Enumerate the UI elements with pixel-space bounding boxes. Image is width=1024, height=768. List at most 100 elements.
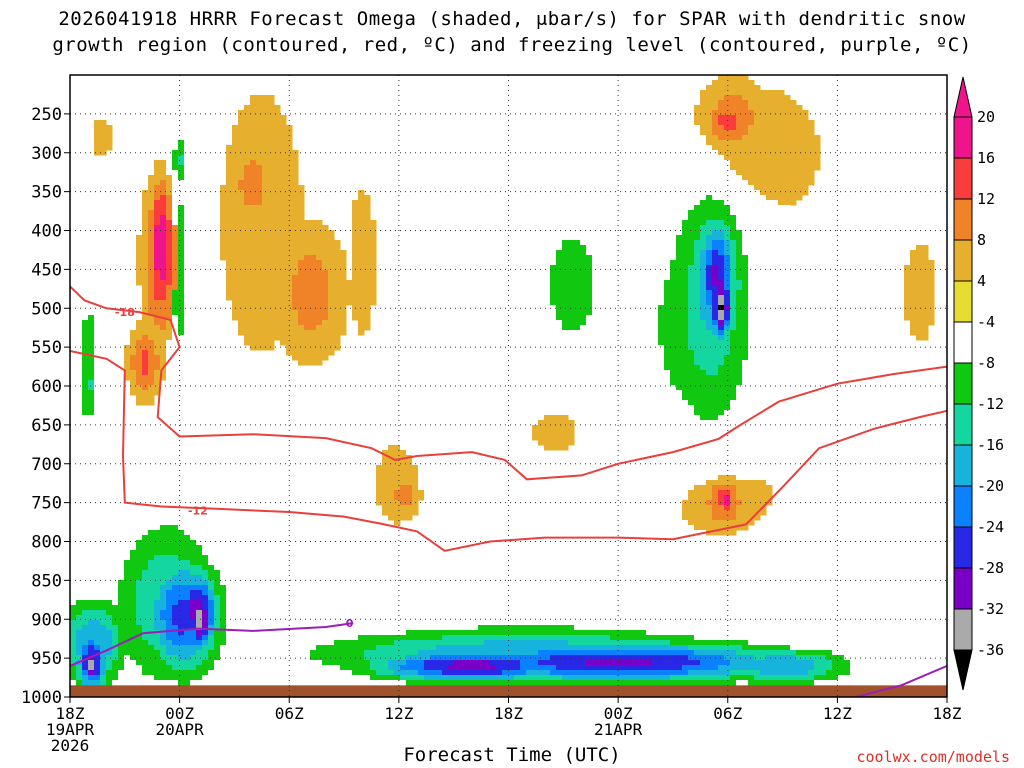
omega-cell — [172, 125, 179, 131]
omega-cell — [184, 415, 191, 421]
omega-cell — [400, 355, 407, 361]
omega-cell — [478, 405, 485, 411]
omega-cell — [232, 135, 239, 141]
omega-cell — [550, 320, 557, 326]
omega-cell — [142, 215, 149, 221]
omega-cell — [124, 525, 131, 531]
omega-cell — [256, 115, 263, 121]
omega-cell — [454, 430, 461, 436]
omega-cell — [538, 370, 545, 376]
omega-cell — [514, 645, 521, 651]
omega-cell — [382, 470, 389, 476]
omega-cell — [466, 345, 473, 351]
omega-cell — [328, 670, 335, 676]
omega-cell — [232, 215, 239, 221]
omega-cell — [520, 305, 527, 311]
omega-cell — [328, 330, 335, 336]
omega-cell — [394, 270, 401, 276]
omega-cell — [442, 350, 449, 356]
omega-cell — [292, 615, 299, 621]
omega-cell — [490, 625, 497, 631]
omega-cell — [184, 240, 191, 246]
omega-cell — [520, 300, 527, 306]
omega-cell — [430, 445, 437, 451]
omega-cell — [430, 215, 437, 221]
omega-cell — [466, 610, 473, 616]
omega-cell — [472, 220, 479, 226]
omega-cell — [310, 245, 317, 251]
omega-cell — [430, 325, 437, 331]
omega-cell — [82, 255, 89, 261]
omega-cell — [562, 660, 569, 666]
omega-cell — [544, 415, 551, 421]
omega-cell — [532, 600, 539, 606]
omega-cell — [178, 290, 185, 296]
omega-cell — [310, 330, 317, 336]
omega-cell — [454, 375, 461, 381]
omega-cell — [82, 330, 89, 336]
omega-cell — [256, 250, 263, 256]
omega-cell — [412, 380, 419, 386]
omega-cell — [160, 225, 167, 231]
omega-cell — [472, 610, 479, 616]
omega-cell — [430, 375, 437, 381]
omega-cell — [424, 410, 431, 416]
omega-cell — [280, 300, 287, 306]
omega-cell — [304, 670, 311, 676]
omega-cell — [142, 400, 149, 406]
omega-cell — [292, 165, 299, 171]
omega-cell — [442, 280, 449, 286]
omega-cell — [172, 390, 179, 396]
omega-cell — [508, 625, 515, 631]
omega-cell — [466, 215, 473, 221]
omega-cell — [556, 625, 563, 631]
omega-cell — [418, 335, 425, 341]
omega-cell — [172, 185, 179, 191]
omega-cell — [130, 670, 137, 676]
omega-cell — [472, 475, 479, 481]
omega-cell — [442, 310, 449, 316]
omega-cell — [82, 635, 89, 641]
omega-cell — [424, 255, 431, 261]
omega-cell — [256, 105, 263, 111]
omega-cell — [322, 335, 329, 341]
omega-cell — [448, 195, 455, 201]
omega-cell — [460, 255, 467, 261]
omega-cell — [466, 210, 473, 216]
omega-cell — [88, 450, 95, 456]
omega-cell — [160, 515, 167, 521]
omega-cell — [190, 670, 197, 676]
omega-cell — [184, 145, 191, 151]
omega-cell — [244, 220, 251, 226]
omega-cell — [370, 270, 377, 276]
omega-cell — [148, 590, 155, 596]
omega-cell — [106, 650, 113, 656]
omega-cell — [190, 615, 197, 621]
omega-cell — [472, 290, 479, 296]
omega-cell — [154, 525, 161, 531]
omega-cell — [298, 355, 305, 361]
omega-cell — [544, 325, 551, 331]
omega-cell — [544, 190, 551, 196]
omega-cell — [166, 360, 173, 366]
omega-cell — [562, 330, 569, 336]
omega-cell — [178, 315, 185, 321]
omega-cell — [244, 650, 251, 656]
omega-cell — [562, 190, 569, 196]
omega-cell — [178, 330, 185, 336]
omega-cell — [484, 435, 491, 441]
omega-cell — [292, 310, 299, 316]
omega-cell — [562, 635, 569, 641]
omega-cell — [196, 555, 203, 561]
omega-cell — [382, 460, 389, 466]
omega-cell — [466, 365, 473, 371]
omega-cell — [106, 135, 113, 141]
omega-cell — [556, 650, 563, 656]
omega-cell — [190, 590, 197, 596]
omega-cell — [160, 260, 167, 266]
omega-cell — [214, 660, 221, 666]
omega-cell — [76, 275, 83, 281]
omega-cell — [148, 575, 155, 581]
omega-cell — [382, 635, 389, 641]
omega-cell — [172, 595, 179, 601]
